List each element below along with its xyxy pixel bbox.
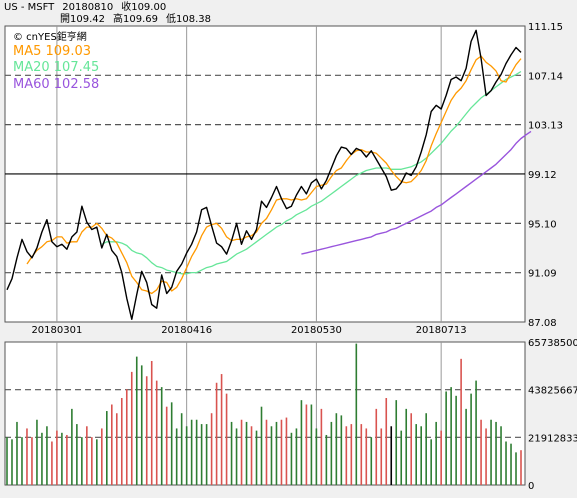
date-label: 20180810 (62, 2, 114, 13)
close-label: 收109.00 (121, 2, 167, 13)
series-price-line (6, 29, 522, 320)
volume-y-tick-label: 21912833 (528, 433, 577, 444)
price-lines (6, 29, 532, 320)
legend-ma5: MA5 109.03 (13, 44, 91, 59)
volume-bars (6, 343, 522, 485)
volume-y-tick-label: 43825667 (528, 386, 577, 397)
open-label: 開109.42 (60, 14, 105, 25)
high-label: 高109.69 (113, 14, 158, 25)
header-row-1: US - MSFT 20180810 收109.00 (4, 2, 219, 14)
price-y-ticks: 111.15 107.14 103.13 99.12 95.10 91.09 87.08 (528, 22, 563, 329)
price-y-tick-label: 111.15 (528, 22, 563, 33)
volume-plot-area (4, 341, 526, 486)
price-y-tick-label: 95.10 (528, 219, 557, 230)
price-grid (5, 26, 525, 322)
volume-panel: 65738500 43825667 21912833 0 (4, 338, 577, 492)
volume-y-ticks: 65738500 43825667 21912833 0 (528, 338, 577, 492)
series-ma5-line (26, 55, 522, 295)
low-label: 低108.38 (166, 14, 211, 25)
series-ma60-line (301, 130, 532, 255)
price-x-tick-label: 20180301 (31, 325, 82, 336)
volume-y-tick-label: 0 (528, 481, 534, 492)
header-row-2: 開109.42 高109.69 低108.38 (4, 14, 219, 26)
price-y-tick-label: 91.09 (528, 269, 557, 280)
volume-y-tick-label: 65738500 (528, 338, 577, 349)
source-label: © cnYES鉅亨網 (13, 30, 87, 43)
price-x-tick-label: 20180416 (161, 325, 212, 336)
price-y-tick-label: 87.08 (528, 318, 557, 329)
price-x-tick-label: 20180713 (416, 325, 467, 336)
price-y-tick-label: 99.12 (528, 170, 557, 181)
legend: © cnYES鉅亨網 MA5 109.03 MA20 107.45 MA60 1… (13, 30, 99, 92)
price-panel: 111.15 107.14 103.13 99.12 95.10 91.09 87.08 2… (4, 22, 563, 336)
price-x-ticks: 20180301 20180416 20180530 20180713 (31, 325, 466, 336)
symbol-label: US - MSFT (4, 2, 55, 13)
price-x-tick-label: 20180530 (291, 325, 342, 336)
price-y-tick-label: 107.14 (528, 71, 563, 82)
series-ma20-line (101, 70, 522, 275)
legend-ma20: MA20 107.45 (13, 60, 99, 75)
chart-header: US - MSFT 20180810 收109.00 開109.42 高109.69 低… (4, 2, 219, 26)
legend-ma60: MA60 102.58 (13, 77, 99, 92)
price-y-tick-label: 103.13 (528, 121, 563, 132)
